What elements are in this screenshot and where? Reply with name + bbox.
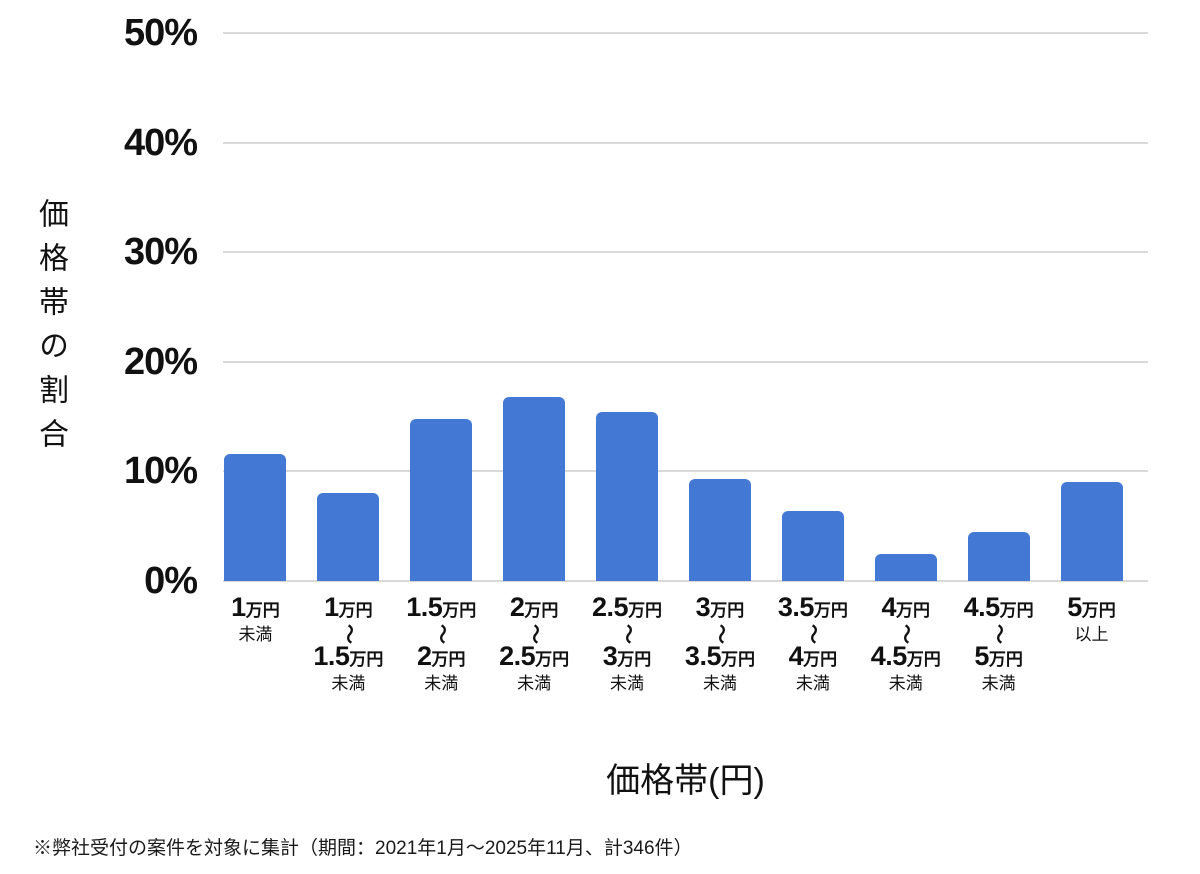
x-tick-amount: 2.5	[592, 592, 629, 622]
y-tick-label: 10%	[123, 450, 198, 493]
x-tick-unit: 万円	[442, 601, 477, 620]
bar	[688, 479, 751, 581]
tilde-separator: 〜	[523, 623, 546, 644]
y-axis-title: 価格帯の割合	[34, 198, 67, 462]
x-tick-unit: 万円	[803, 650, 838, 669]
x-tick-unit: 万円	[617, 650, 652, 669]
bar	[781, 510, 844, 581]
x-tick-qualifier: 以上	[1074, 625, 1109, 644]
y-tick-label: 20%	[123, 340, 198, 383]
tilde-separator: 〜	[894, 623, 917, 644]
x-tick-qualifier: 未満	[517, 674, 552, 693]
gridline	[223, 251, 1148, 254]
x-tick-unit: 万円	[710, 601, 745, 620]
x-tick-unit: 万円	[988, 650, 1023, 669]
y-tick-label: 30%	[123, 231, 198, 274]
x-tick-amount: 4	[881, 592, 896, 622]
tilde-separator: 〜	[987, 623, 1010, 644]
bar	[503, 396, 566, 581]
bar	[410, 418, 473, 581]
tilde-separator: 〜	[708, 623, 731, 644]
x-tick-amount: 2	[509, 592, 525, 622]
x-tick-unit: 万円	[349, 650, 384, 669]
x-tick-label: 5万円以上	[1045, 592, 1138, 646]
x-tick-label: 3万円〜 3.5万円 未満	[674, 592, 767, 695]
y-tick-label: 40%	[123, 121, 198, 164]
x-tick-unit: 万円	[813, 601, 848, 620]
tilde-separator: 〜	[801, 623, 824, 644]
x-tick-amount: 3.5	[777, 592, 815, 622]
gridline	[223, 470, 1148, 473]
x-tick-qualifier: 未満	[610, 674, 645, 693]
x-tick-amount: 4	[788, 641, 804, 671]
x-tick-amount: 3	[602, 641, 618, 671]
bar	[596, 412, 659, 581]
x-tick-label: 1万円〜 1.5万円 未満	[302, 592, 395, 695]
bar	[874, 553, 937, 581]
bar	[1060, 482, 1123, 581]
x-tick-amount: 5	[974, 641, 989, 671]
y-tick-label: 0%	[144, 560, 198, 602]
bar	[967, 531, 1030, 581]
x-tick-amount: 1	[231, 592, 246, 622]
x-tick-amount: 1.5	[313, 641, 350, 671]
x-tick-amount: 3.5	[684, 641, 722, 671]
gridline	[223, 580, 1148, 582]
x-tick-amount: 5	[1067, 592, 1082, 622]
x-tick-label: 2.5万円〜 3万円 未満	[581, 592, 674, 695]
x-tick-amount: 1.5	[406, 592, 443, 622]
bar	[224, 453, 287, 581]
x-tick-qualifier: 未満	[702, 674, 737, 693]
x-tick-qualifier: 未満	[888, 674, 923, 693]
bars-container	[209, 33, 1138, 581]
x-tick-amount: 4.5	[870, 641, 908, 671]
gridline	[223, 141, 1148, 144]
x-tick-qualifier: 未満	[981, 674, 1016, 693]
x-tick-label: 1.5万円〜 2万円 未満	[395, 592, 488, 695]
x-tick-qualifier: 未満	[424, 674, 459, 693]
tilde-separator: 〜	[337, 623, 360, 644]
x-tick-label: 4.5万円〜 5万円 未満	[952, 592, 1045, 695]
gridline	[223, 32, 1148, 34]
x-tick-unit: 万円	[431, 650, 466, 669]
x-tick-unit: 万円	[999, 601, 1034, 620]
plot-area	[223, 32, 1148, 582]
x-tick-unit: 万円	[628, 601, 663, 620]
tilde-separator: 〜	[616, 623, 639, 644]
x-tick-label: 3.5万円〜 4万円 未満	[766, 592, 859, 695]
x-tick-amount: 2	[416, 641, 432, 671]
footnote: ※弊社受付の案件を対象に集計（期間：2021年1月～2025年11月、計346件…	[33, 838, 693, 859]
tilde-separator: 〜	[430, 623, 453, 644]
x-tick-label: 1万円未満	[209, 592, 302, 646]
x-tick-qualifier: 未満	[238, 625, 273, 644]
x-tick-amount: 4.5	[963, 592, 1001, 622]
x-tick-unit: 万円	[245, 601, 280, 620]
x-tick-label: 2万円〜 2.5万円 未満	[488, 592, 581, 695]
x-axis-title: 価格帯(円)	[606, 762, 765, 800]
bar	[317, 493, 380, 581]
x-tick-amount: 1	[324, 592, 339, 622]
x-tick-unit: 万円	[896, 601, 930, 620]
x-tick-unit: 万円	[720, 650, 755, 669]
x-tick-amount: 3	[695, 592, 711, 622]
x-tick-unit: 万円	[1081, 601, 1116, 620]
x-tick-unit: 万円	[535, 650, 570, 669]
x-axis-tick-labels: 1万円 未満 1万円〜 1.5万円 未満 1.5万円〜 2万円 未満 2万円〜 2.5万円 未満 2.…	[209, 592, 1138, 705]
x-tick-qualifier: 未満	[331, 674, 366, 693]
x-tick-amount: 2.5	[499, 641, 536, 671]
x-tick-label: 4万円〜 4.5万円 未満	[859, 592, 952, 695]
x-tick-unit: 万円	[524, 601, 559, 620]
gridline	[223, 360, 1148, 363]
y-tick-label: 50%	[123, 12, 198, 54]
x-tick-unit: 万円	[906, 650, 941, 669]
x-tick-unit: 万円	[338, 601, 373, 620]
x-tick-qualifier: 未満	[795, 674, 830, 693]
